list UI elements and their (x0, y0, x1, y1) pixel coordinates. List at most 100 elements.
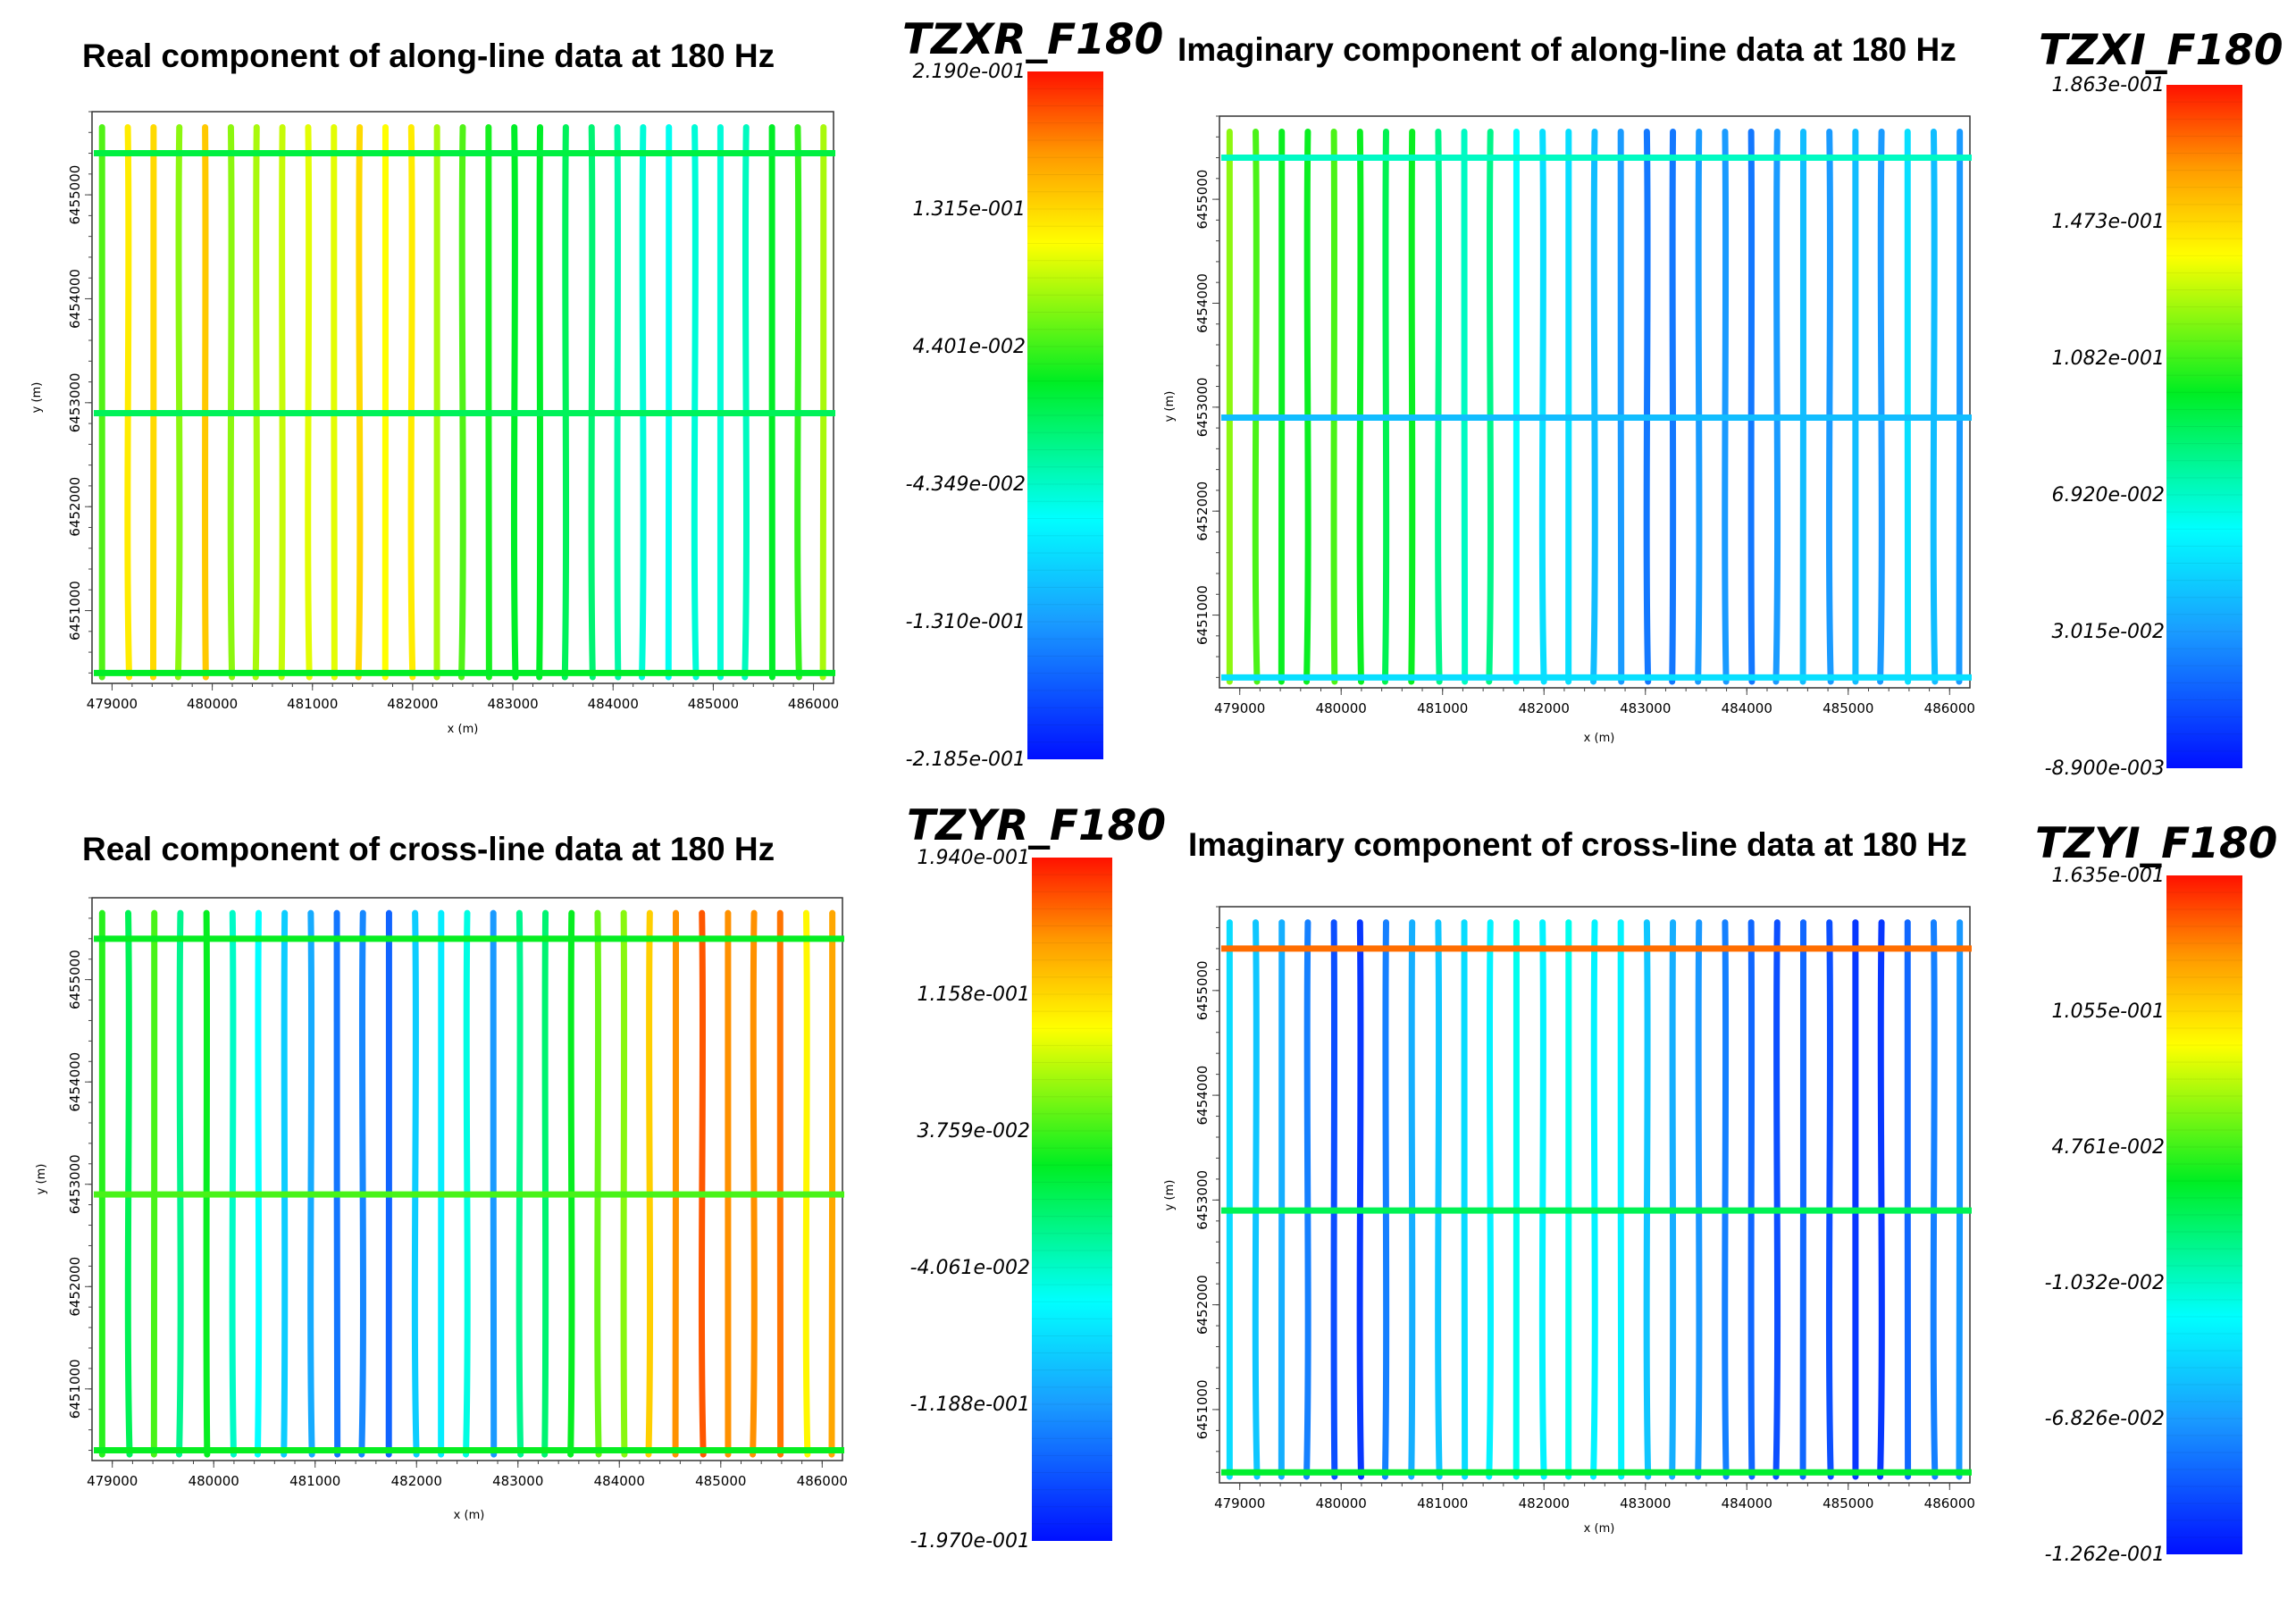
survey-line (355, 123, 364, 681)
x-tick-label: 481000 (1417, 1495, 1468, 1511)
y-tick-label: 6454000 (1194, 273, 1211, 333)
survey-line (588, 123, 596, 681)
y-axis-label: y (m) (35, 1164, 48, 1195)
survey-line (1956, 128, 1964, 685)
x-tick-label: 479000 (1214, 700, 1265, 716)
survey-line (614, 123, 622, 681)
survey-line (1590, 128, 1598, 685)
x-axis-label: x (m) (1584, 732, 1615, 745)
x-tick-label: 484000 (1722, 1495, 1772, 1511)
survey-line (1722, 919, 1730, 1480)
colorbar-label: -4.349e-002 (906, 473, 1026, 496)
y-tick-label: 6452000 (67, 1257, 83, 1317)
survey-line (307, 909, 315, 1458)
colorbar-label: 4.761e-002 (2052, 1136, 2165, 1159)
y-tick-label: 6455000 (1194, 170, 1211, 230)
survey-line (229, 909, 237, 1458)
colorbar-title: TZXI_F180 (2039, 26, 2283, 75)
survey-line (331, 123, 338, 681)
colorbar-title: TZYR_F180 (907, 801, 1166, 850)
y-axis-label: y (m) (1163, 391, 1177, 423)
colorbar (2166, 875, 2242, 1554)
survey-lines (1221, 919, 1972, 1480)
survey-line (561, 123, 570, 681)
colorbar-label: -1.310e-001 (906, 611, 1026, 633)
colorbar-labels: 1.863e-001 1.473e-001 1.082e-001 6.920e-002… (2045, 74, 2242, 780)
colorbar-label: -1.262e-001 (2045, 1544, 2165, 1566)
survey-line (176, 909, 184, 1458)
survey-line (594, 909, 602, 1458)
survey-line (1435, 919, 1443, 1480)
colorbar-label: 1.940e-001 (918, 847, 1030, 869)
survey-line (1877, 128, 1885, 685)
x-axis: 479000 480000 481000 482000 483000 484000 4850… (87, 683, 839, 712)
x-axis-label: x (m) (448, 723, 479, 736)
y-tick-label: 6451000 (67, 581, 83, 640)
x-tick-label: 481000 (289, 1473, 340, 1489)
y-tick-label: 6451000 (1194, 1380, 1211, 1440)
survey-line (510, 123, 519, 681)
panel-title: Imaginary component of cross-line data a… (1188, 826, 1967, 863)
plot-frame (91, 111, 834, 684)
colorbar-label: -8.900e-003 (2045, 758, 2165, 780)
survey-line (1695, 128, 1703, 685)
survey-line (691, 123, 700, 681)
x-axis: 479000 480000 481000 482000 483000 484000 4850… (87, 1461, 848, 1489)
y-tick-label: 6453000 (67, 1154, 83, 1214)
colorbar-label: 3.015e-002 (2052, 621, 2165, 643)
x-tick-label: 483000 (487, 696, 538, 712)
panel-imag-cross-line: Imaginary component of cross-line data a… (1163, 819, 2277, 1566)
y-tick-label: 6455000 (67, 165, 83, 225)
colorbar (1027, 71, 1103, 759)
survey-line (665, 123, 673, 681)
x-tick-label: 486000 (797, 1473, 848, 1489)
colorbar-label: -1.032e-002 (2045, 1272, 2165, 1294)
colorbar-label: -1.970e-001 (910, 1530, 1030, 1553)
x-tick-label: 481000 (287, 696, 338, 712)
survey-line (1877, 919, 1885, 1480)
x-tick-label: 480000 (189, 1473, 239, 1489)
colorbar-label: 6.920e-002 (2052, 484, 2165, 506)
x-tick-label: 486000 (1924, 700, 1975, 716)
survey-line (1695, 919, 1703, 1480)
y-axis: 6451000 6452000 6453000 6454000 6455000 (1194, 906, 1219, 1473)
survey-line (1772, 128, 1781, 685)
survey-line (1538, 919, 1547, 1480)
survey-line (1303, 919, 1311, 1480)
survey-line (1303, 128, 1311, 685)
survey-line (802, 909, 811, 1458)
survey-line (407, 123, 416, 681)
survey-line (1330, 919, 1338, 1480)
y-tick-label: 6454000 (67, 269, 83, 329)
survey-line (645, 909, 654, 1458)
survey-line (278, 123, 286, 681)
x-tick-label: 483000 (1620, 700, 1671, 716)
plot-frame (1219, 115, 1971, 689)
survey-line (1538, 128, 1547, 685)
survey-line (281, 909, 289, 1458)
panel-imag-along-line: Imaginary component of along-line data a… (1163, 26, 2283, 780)
x-tick-label: 482000 (1519, 700, 1570, 716)
x-tick-label: 484000 (588, 696, 639, 712)
survey-line (227, 123, 236, 681)
survey-line (1356, 919, 1364, 1480)
y-tick-label: 6451000 (67, 1359, 83, 1419)
x-tick-label: 479000 (87, 696, 138, 712)
survey-line (1930, 128, 1939, 685)
survey-line (1486, 919, 1494, 1480)
survey-line (485, 123, 492, 681)
colorbar-label: -1.188e-001 (910, 1394, 1030, 1416)
y-axis-label: y (m) (1163, 1180, 1177, 1211)
colorbar-label: 1.082e-001 (2052, 347, 2165, 370)
survey-line (1825, 919, 1834, 1480)
y-tick-label: 6455000 (1194, 960, 1211, 1020)
survey-line (1330, 128, 1338, 685)
y-tick-label: 6454000 (67, 1052, 83, 1112)
survey-lines (94, 909, 844, 1458)
x-axis-label: x (m) (454, 1509, 485, 1522)
colorbar-labels: 1.635e-001 1.055e-001 4.761e-002 -1.032e-00… (2045, 865, 2242, 1566)
survey-line (1435, 128, 1443, 685)
survey-line (515, 909, 524, 1458)
y-tick-label: 6453000 (67, 373, 83, 432)
x-axis: 479000 480000 481000 482000 483000 484000 4850… (1214, 1483, 1975, 1511)
